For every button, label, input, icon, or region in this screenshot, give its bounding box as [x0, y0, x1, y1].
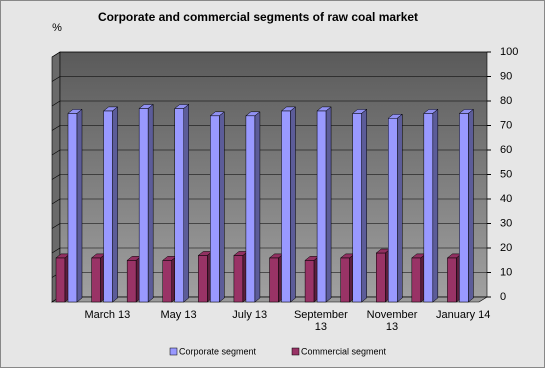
bar-front	[67, 113, 78, 303]
bar-front	[198, 255, 208, 303]
y-tick-label: 30	[500, 217, 512, 229]
y-tick-label: 0	[500, 291, 506, 303]
legend-label: Commercial segment	[301, 346, 387, 356]
bar	[102, 106, 119, 303]
bar-side	[219, 111, 225, 303]
bar-side	[290, 106, 296, 303]
bar	[351, 108, 368, 303]
grid-line-side	[51, 247, 61, 254]
bar	[458, 108, 475, 303]
grid-line-side	[51, 174, 61, 180]
bar-side	[76, 108, 83, 303]
x-tick-label: March 13	[84, 309, 131, 321]
bar	[423, 108, 439, 303]
bar-front	[376, 252, 386, 303]
bar-front	[91, 257, 101, 303]
bar	[209, 111, 226, 303]
legend-swatch	[291, 347, 300, 356]
bar-front	[304, 260, 315, 303]
y-tick-label: 40	[500, 193, 512, 205]
bar-front	[281, 110, 291, 303]
x-tick-label: July 13	[232, 309, 268, 321]
bar-front	[411, 257, 422, 303]
bar-side	[325, 106, 332, 303]
bar-front	[103, 110, 113, 303]
bar-front	[447, 257, 457, 303]
bar-side	[112, 106, 118, 303]
y-axis-label: %	[52, 22, 62, 34]
bar	[138, 103, 154, 303]
x-tick-label: November 13	[366, 309, 418, 333]
bar-front	[138, 108, 149, 303]
bar-front	[423, 113, 434, 303]
bar-front	[126, 260, 137, 303]
bar-front	[269, 257, 279, 303]
bar-front	[162, 260, 172, 303]
x-tick-label: January 14	[435, 309, 491, 321]
bar-side	[183, 103, 189, 303]
y-tick-label: 10	[500, 266, 512, 278]
bar-front	[245, 115, 256, 303]
grid-line-side	[51, 198, 61, 205]
grid-line-side	[51, 100, 61, 107]
bar-front	[233, 255, 244, 303]
bar	[280, 106, 297, 303]
legend-label: Corporate segment	[179, 346, 257, 356]
y-tick-label: 100	[500, 46, 518, 58]
bar-side	[254, 111, 261, 303]
bar-side	[397, 113, 403, 303]
grid-line-side	[51, 223, 61, 229]
y-tick-label: 20	[500, 242, 512, 254]
x-tick-label: September 13	[293, 309, 348, 333]
bar	[387, 113, 403, 303]
bar-side	[147, 103, 154, 303]
y-tick-label: 90	[500, 70, 512, 82]
grid-line-side	[51, 149, 61, 156]
grid-line-side	[51, 125, 61, 131]
bar	[67, 108, 83, 303]
legend-swatch	[169, 347, 178, 356]
bar-side	[361, 108, 367, 303]
y-tick-label: 50	[500, 168, 512, 180]
bar-side	[432, 108, 439, 303]
bar-front	[388, 118, 398, 303]
bar-front	[174, 108, 184, 303]
bar-side	[468, 108, 474, 303]
bar	[174, 103, 190, 303]
grid-line-side	[51, 51, 61, 58]
bar-front	[316, 110, 327, 303]
bar-front	[352, 113, 362, 303]
bar-front	[340, 257, 350, 303]
y-tick-label: 80	[500, 95, 512, 107]
bar-front	[459, 113, 469, 303]
x-tick-label: May 13	[160, 309, 197, 321]
y-tick-label: 60	[500, 144, 512, 156]
y-tick-label: 70	[500, 119, 512, 131]
bar-front	[55, 257, 66, 303]
bar	[316, 106, 332, 303]
bar	[245, 111, 261, 303]
bar-front	[210, 115, 220, 303]
chart-title: Corporate and commercial segments of raw…	[98, 10, 418, 24]
grid-line-side	[51, 76, 61, 82]
